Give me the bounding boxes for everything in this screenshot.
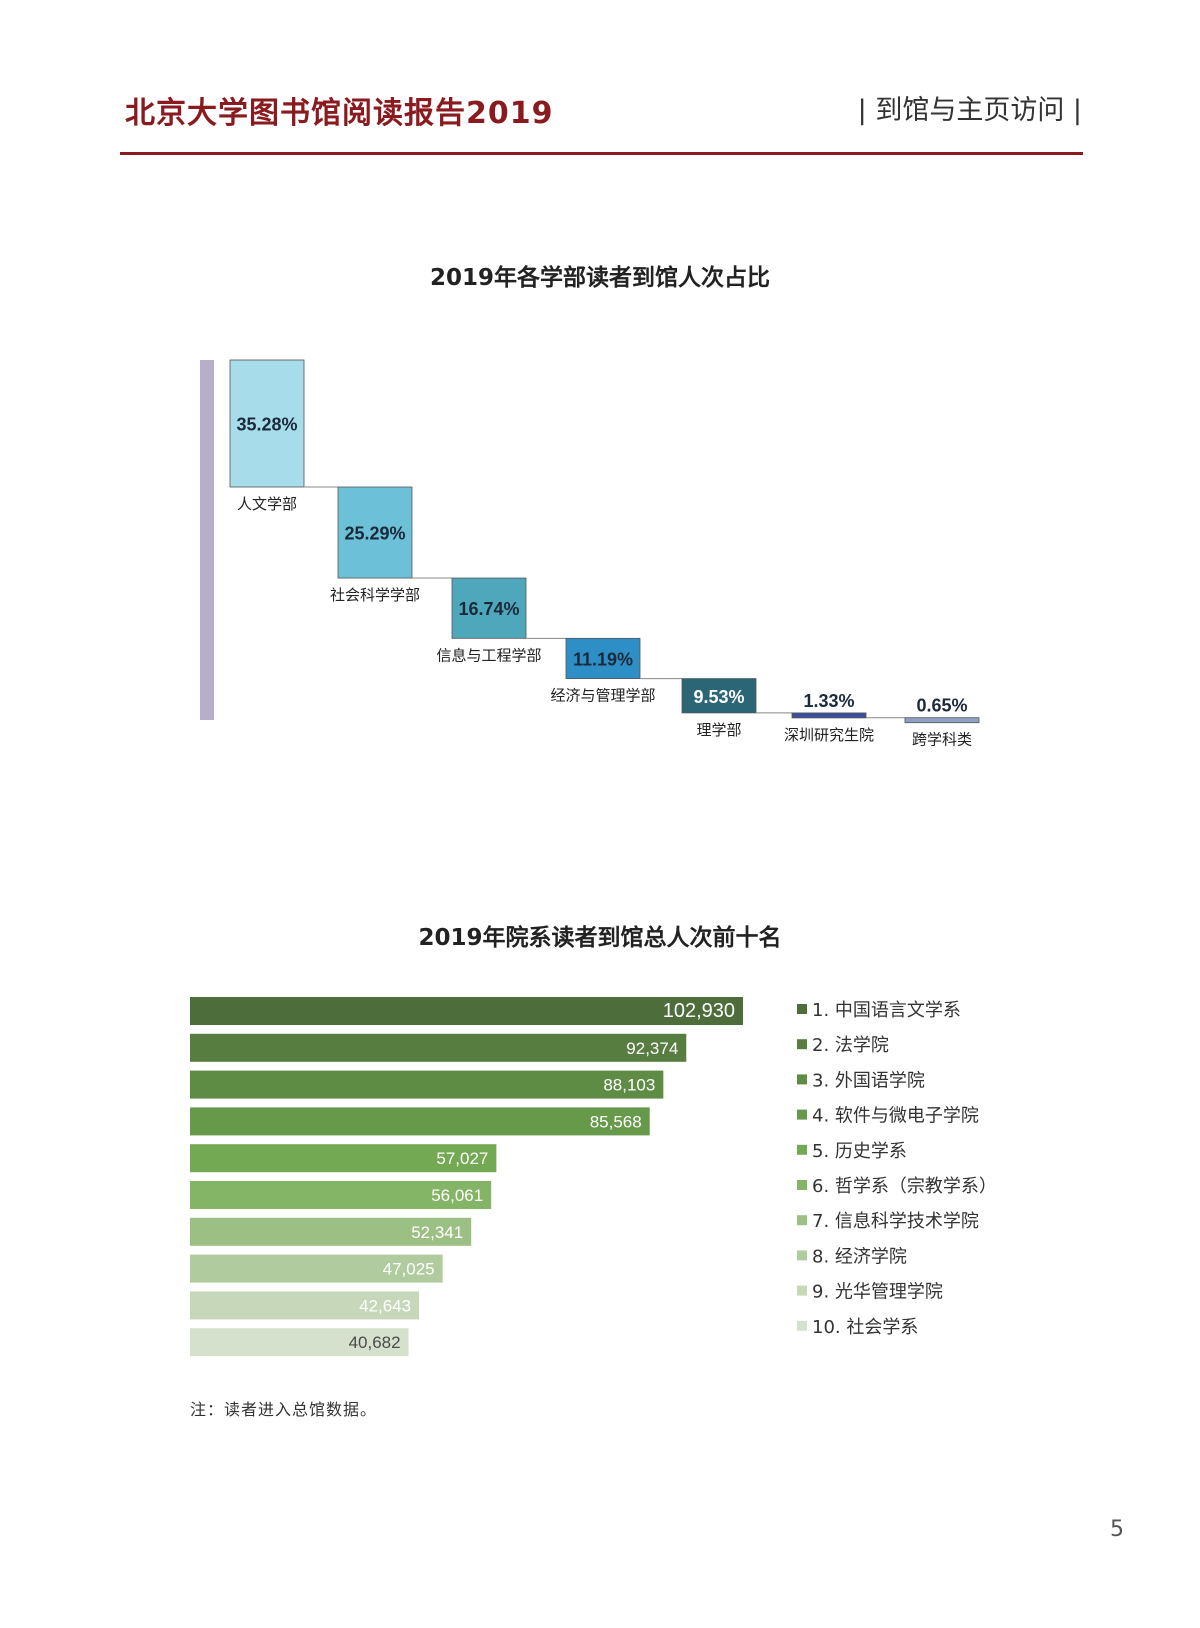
header-divider xyxy=(120,152,1083,155)
legend-swatch xyxy=(797,1320,807,1331)
department-bar xyxy=(190,997,743,1025)
value-label: 25.29% xyxy=(344,524,405,544)
category-label: 信息与工程学部 xyxy=(436,646,541,664)
waterfall-chart: 35.28% 人文学部 25.29% 社会科学学部 16.74% 信息与工程学部 11.19… xyxy=(200,359,980,749)
value-label: 9.53% xyxy=(693,687,744,707)
legend-swatch xyxy=(797,1039,807,1050)
department-bar xyxy=(190,1291,420,1320)
legend-label: 5. 历史学系 xyxy=(812,1141,907,1162)
bar-value-label: 85,568 xyxy=(590,1112,642,1131)
bar-value-label: 92,374 xyxy=(626,1039,678,1058)
legend-swatch xyxy=(797,1074,807,1085)
waterfall-bar xyxy=(681,678,757,714)
legend-swatch xyxy=(797,1109,807,1120)
waterfall-bar xyxy=(451,577,527,639)
page-number: 5 xyxy=(1110,1517,1124,1542)
legend-label: 4. 软件与微电子学院 xyxy=(812,1106,979,1127)
category-label: 理学部 xyxy=(696,721,741,739)
bar-value-label: 42,643 xyxy=(359,1296,411,1315)
footnote: 注：读者进入总馆数据。 xyxy=(190,1400,378,1419)
value-label: 16.74% xyxy=(458,599,519,619)
legend-swatch xyxy=(797,1285,807,1296)
legend-label: 1. 中国语言文学系 xyxy=(812,1000,961,1021)
legend-label: 3. 外国语学院 xyxy=(812,1070,925,1091)
legend-label: 9. 光华管理学院 xyxy=(812,1282,943,1303)
bar-value-label: 47,025 xyxy=(383,1260,435,1279)
department-bar xyxy=(190,1254,443,1283)
category-label: 跨学科类 xyxy=(912,731,972,749)
waterfall-bar xyxy=(229,359,305,488)
bar-value-label: 102,930 xyxy=(663,1000,735,1022)
waterfall-bar xyxy=(337,486,413,579)
legend-label: 6. 哲学系（宗教学系） xyxy=(812,1176,997,1197)
bar-value-label: 57,027 xyxy=(436,1149,488,1168)
department-bar xyxy=(190,1217,472,1246)
value-label: 35.28% xyxy=(236,415,297,435)
legend-swatch xyxy=(797,1215,807,1226)
legend-swatch xyxy=(797,1144,807,1155)
bar-value-label: 40,682 xyxy=(349,1333,401,1352)
category-label: 社会科学学部 xyxy=(330,586,420,604)
legend-swatch xyxy=(797,1004,807,1014)
category-label: 人文学部 xyxy=(237,495,297,513)
waterfall-bar xyxy=(791,712,867,719)
department-bar xyxy=(190,1107,650,1136)
total-bar xyxy=(200,360,214,720)
department-bar xyxy=(190,1181,492,1209)
bar-value-label: 88,103 xyxy=(603,1076,655,1095)
legend-swatch xyxy=(797,1180,807,1190)
category-label: 深圳研究生院 xyxy=(784,726,874,744)
value-label: 0.65% xyxy=(916,696,967,716)
bar-value-label: 56,061 xyxy=(431,1186,483,1205)
value-label: 11.19% xyxy=(573,649,633,669)
value-label: 1.33% xyxy=(803,691,854,711)
department-bar xyxy=(190,1328,409,1357)
department-bar xyxy=(190,1033,687,1062)
waterfall-bar xyxy=(565,637,641,679)
department-bar xyxy=(190,1070,664,1099)
chart-title-faculty-share: 2019年各学部读者到馆人次占比 xyxy=(429,265,770,291)
legend-swatch xyxy=(797,1250,807,1261)
report-title: 北京大学图书馆阅读报告2019 xyxy=(125,96,554,131)
legend-label: 8. 经济学院 xyxy=(812,1246,907,1267)
bar-value-label: 52,341 xyxy=(411,1223,463,1242)
department-bar xyxy=(190,1144,497,1173)
legend-label: 10. 社会学系 xyxy=(812,1317,918,1338)
waterfall-bar xyxy=(904,717,980,724)
section-title: | 到馆与主页访问 | xyxy=(857,95,1082,126)
category-label: 经济与管理学部 xyxy=(550,687,655,705)
chart-title-top-ten-departments: 2019年院系读者到馆总人次前十名 xyxy=(418,925,782,951)
legend-label: 2. 法学院 xyxy=(812,1035,889,1056)
legend-label: 7. 信息科学技术学院 xyxy=(812,1211,979,1232)
